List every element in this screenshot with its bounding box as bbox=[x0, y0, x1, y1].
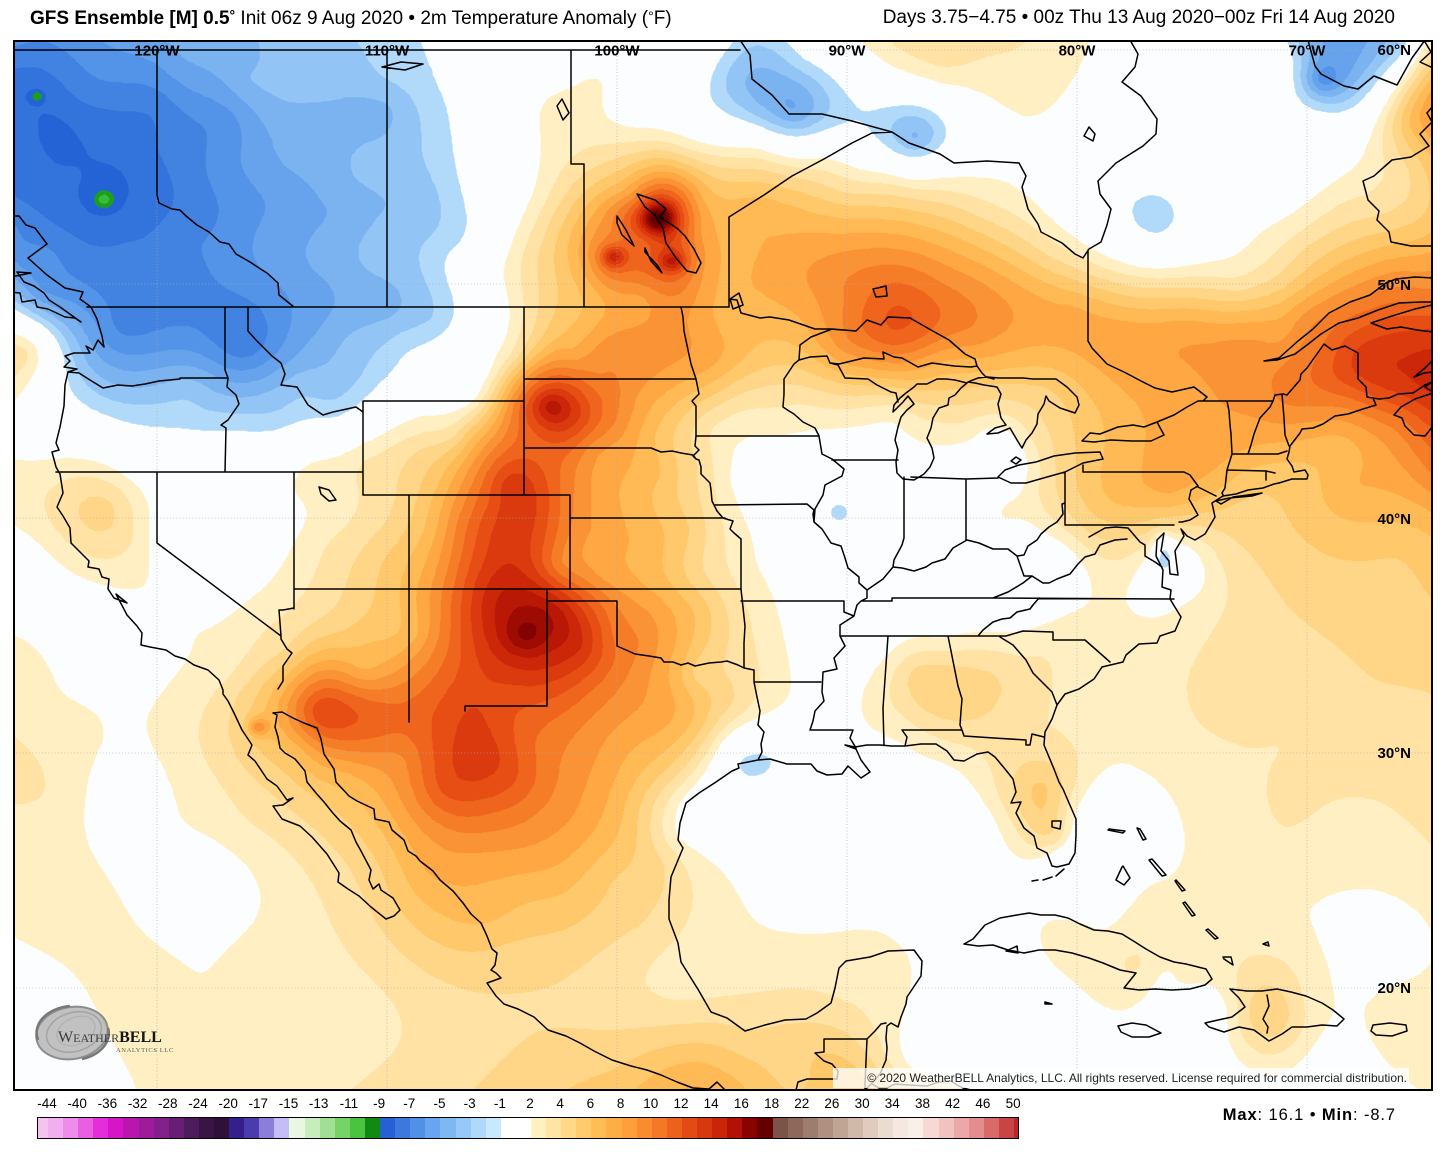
svg-text:100°W: 100°W bbox=[594, 43, 640, 60]
svg-text:70°W: 70°W bbox=[1289, 43, 1327, 60]
svg-text:WEATHERBELL: WEATHERBELL bbox=[58, 1029, 162, 1046]
svg-text:120°W: 120°W bbox=[134, 43, 180, 60]
svg-text:50°N: 50°N bbox=[1377, 277, 1411, 294]
svg-text:40°N: 40°N bbox=[1377, 511, 1411, 528]
svg-text:20°N: 20°N bbox=[1377, 980, 1411, 997]
svg-text:30°N: 30°N bbox=[1377, 745, 1411, 762]
svg-text:90°W: 90°W bbox=[829, 43, 867, 60]
svg-text:80°W: 80°W bbox=[1059, 43, 1097, 60]
svg-text:110°W: 110°W bbox=[365, 43, 410, 60]
svg-text:ANALYTICS LLC: ANALYTICS LLC bbox=[116, 1047, 174, 1054]
svg-text:60°N: 60°N bbox=[1377, 42, 1411, 59]
